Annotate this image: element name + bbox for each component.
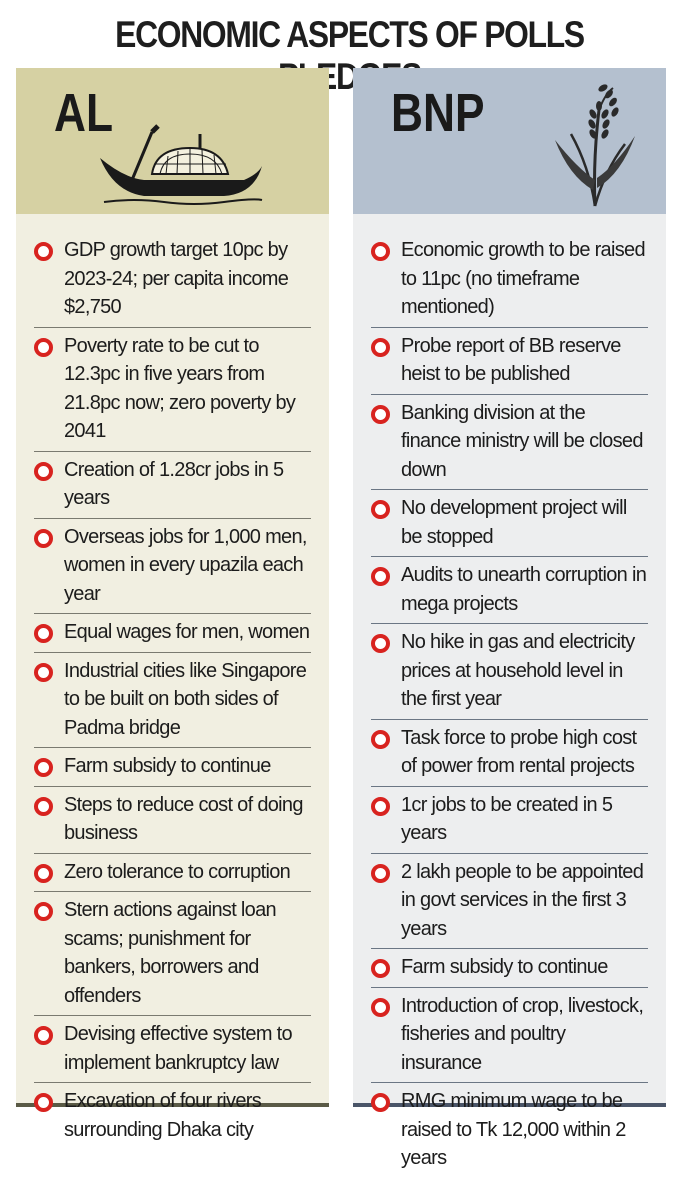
bullet-icon <box>34 1093 53 1112</box>
list-item-text: Farm subsidy to continue <box>64 755 271 777</box>
list-item-text: Overseas jobs for 1,000 men, women in ev… <box>64 525 307 605</box>
list-item-text: Devising effective system to implement b… <box>64 1023 293 1074</box>
list-item-text: Banking division at the finance ministry… <box>401 401 643 481</box>
bullet-icon <box>371 567 390 586</box>
bullet-icon <box>371 796 390 816</box>
list-item: Overseas jobs for 1,000 men, women in ev… <box>34 519 311 614</box>
list-item: Stern actions against loan scams; punish… <box>34 892 311 1016</box>
bullet-icon <box>371 634 390 653</box>
list-item-text: RMG minimum wage to be raised to Tk 12,0… <box>401 1090 626 1169</box>
list-item-text: No hike in gas and electricity prices at… <box>401 631 635 710</box>
list-item-text: GDP growth target 10pc by 2023-24; per c… <box>64 239 289 318</box>
bullet-icon <box>34 528 53 548</box>
list-item: Creation of 1.28cr jobs in 5 years <box>34 452 311 519</box>
bullet-icon <box>371 1093 390 1112</box>
list-item-text: Probe report of BB reserve heist to be p… <box>401 334 621 386</box>
bullet-icon <box>34 758 53 777</box>
list-item-text: Excavation of four rivers surrounding Dh… <box>64 1090 262 1141</box>
list-item: 2 lakh people to be appointed in govt se… <box>371 854 648 949</box>
al-party-name: AL <box>54 83 114 143</box>
al-column: AL GDP growth target 10pc by 2023-24; pe… <box>16 68 329 1141</box>
list-item: Equal wages for men, women <box>34 614 311 653</box>
bullet-icon <box>371 337 390 357</box>
bullet-icon <box>34 242 53 261</box>
bullet-icon <box>34 337 53 357</box>
list-item-text: Equal wages for men, women <box>64 621 310 643</box>
bnp-header: BNP <box>353 68 666 214</box>
list-item: Steps to reduce cost of doing business <box>34 787 311 854</box>
bullet-icon <box>371 997 390 1017</box>
paddy-sheaf-icon <box>555 84 635 207</box>
list-item: Farm subsidy to continue <box>34 748 311 787</box>
bullet-icon <box>34 662 53 682</box>
list-item: 1cr jobs to be created in 5 years <box>371 787 648 854</box>
list-item: Poverty rate to be cut to 12.3pc in five… <box>34 328 311 452</box>
bullet-icon <box>371 500 390 519</box>
list-item: Zero tolerance to corruption <box>34 854 311 892</box>
list-item: Excavation of four rivers surrounding Dh… <box>34 1083 311 1149</box>
bullet-icon <box>34 796 53 816</box>
list-item-text: 1cr jobs to be created in 5 years <box>401 793 613 845</box>
list-item: Farm subsidy to continue <box>371 949 648 988</box>
bullet-icon <box>34 461 53 481</box>
al-pledge-list: GDP growth target 10pc by 2023-24; per c… <box>16 214 329 1149</box>
list-item-text: Introduction of crop, livestock, fisheri… <box>401 994 644 1074</box>
list-item-text: Farm subsidy to continue <box>401 956 608 978</box>
list-item-text: No development project will be stopped <box>401 497 627 548</box>
bullet-icon <box>34 863 53 883</box>
list-item-text: Industrial cities like Singapore to be b… <box>64 659 307 739</box>
list-item: GDP growth target 10pc by 2023-24; per c… <box>34 232 311 328</box>
bnp-pledge-list: Economic growth to be raised to 11pc (no… <box>353 214 666 1178</box>
list-item: RMG minimum wage to be raised to Tk 12,0… <box>371 1083 648 1178</box>
bullet-icon <box>371 959 390 978</box>
list-item: Task force to probe high cost of power f… <box>371 720 648 787</box>
bnp-party-name: BNP <box>391 83 485 143</box>
list-item: No development project will be stopped <box>371 490 648 557</box>
list-item: Devising effective system to implement b… <box>34 1016 311 1083</box>
list-item-text: Stern actions against loan scams; punish… <box>64 899 277 1007</box>
list-item: Industrial cities like Singapore to be b… <box>34 653 311 748</box>
bnp-column: BNP <box>353 68 666 1169</box>
bullet-icon <box>34 902 53 921</box>
bullet-icon <box>34 1026 53 1045</box>
bullet-icon <box>371 404 390 424</box>
list-item: Audits to unearth corruption in mega pro… <box>371 557 648 624</box>
list-item: Banking division at the finance ministry… <box>371 395 648 490</box>
list-item-text: Economic growth to be raised to 11pc (no… <box>401 239 646 318</box>
list-item: Introduction of crop, livestock, fisheri… <box>371 988 648 1083</box>
list-item-text: Zero tolerance to corruption <box>64 860 291 883</box>
list-item: Economic growth to be raised to 11pc (no… <box>371 232 648 328</box>
bullet-icon <box>371 242 390 261</box>
list-item-text: Steps to reduce cost of doing business <box>64 793 303 845</box>
list-item: Probe report of BB reserve heist to be p… <box>371 328 648 395</box>
list-item-text: 2 lakh people to be appointed in govt se… <box>401 860 644 940</box>
list-item-text: Audits to unearth corruption in mega pro… <box>401 564 647 615</box>
list-item-text: Task force to probe high cost of power f… <box>401 726 637 778</box>
list-item-text: Poverty rate to be cut to 12.3pc in five… <box>64 334 296 443</box>
list-item: No hike in gas and electricity prices at… <box>371 624 648 720</box>
bullet-icon <box>371 729 390 749</box>
bullet-icon <box>34 624 53 643</box>
bullet-icon <box>371 863 390 883</box>
al-header: AL <box>16 68 329 214</box>
boat-icon <box>100 124 263 205</box>
list-item-text: Creation of 1.28cr jobs in 5 years <box>64 458 284 510</box>
